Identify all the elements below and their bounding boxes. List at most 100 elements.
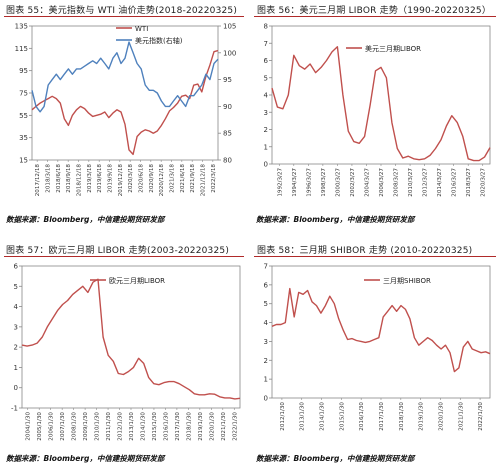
- y-tick-label: 4: [264, 319, 269, 327]
- x-tick-label: 2018/3/18: [46, 164, 52, 193]
- x-tick-label: 2020/1/30: [209, 412, 215, 441]
- x-tick-label: 2016/1/30: [359, 402, 365, 431]
- source-note: 数据来源：Bloomberg，中信建投期货研发部: [6, 454, 165, 463]
- y-tick-label: 115: [15, 45, 28, 53]
- x-tick-label: 2020/9/18: [149, 164, 155, 193]
- plot-frame: [31, 25, 219, 161]
- series-line-1: [31, 41, 219, 113]
- legend-label: 三月期SHIBOR: [383, 277, 431, 285]
- series-line-0: [21, 278, 241, 400]
- x-tick-label: 2004/3/27: [364, 168, 370, 197]
- y2-tick-label: 105: [223, 23, 236, 31]
- x-tick-label: 2021/1/30: [221, 412, 227, 441]
- y-tick-label: 55: [19, 112, 28, 120]
- title-rule: [254, 256, 496, 257]
- x-tick-label: 1992/3/27: [277, 168, 283, 197]
- y-tick-label: 3: [264, 109, 268, 117]
- y-tick-label: 2: [264, 126, 268, 134]
- source-note: 数据来源：Bloomberg，中信建投期货研发部: [256, 215, 415, 224]
- x-tick-label: 2002/3/27: [350, 168, 356, 197]
- x-tick-label: 2012/1/30: [118, 412, 124, 441]
- x-tick-label: 2014/1/30: [140, 412, 146, 441]
- legend-label: 美元三月期LIBOR: [365, 44, 421, 53]
- y2-tick-label: 95: [223, 76, 232, 84]
- x-tick-label: 2016/1/30: [163, 412, 169, 441]
- x-tick-label: 2007/1/30: [60, 412, 66, 441]
- x-tick-label: 2010/3/27: [408, 168, 414, 197]
- x-tick-label: 2021/3/18: [170, 164, 176, 193]
- x-tick-label: 2019/1/30: [419, 402, 425, 431]
- y2-tick-label: 100: [223, 49, 236, 57]
- x-tick-label: 2018/1/30: [186, 412, 192, 441]
- x-tick-label: 2018/3/27: [466, 168, 472, 197]
- x-tick-label: 2005/1/30: [37, 412, 43, 441]
- x-tick-label: 2017/12/18: [35, 164, 41, 197]
- y-tick-label: 6: [14, 263, 19, 271]
- y-tick-label: 4: [14, 303, 19, 311]
- plot-frame: [271, 265, 491, 399]
- x-tick-label: 2017/1/30: [379, 402, 385, 431]
- x-tick-label: 2014/3/27: [437, 168, 443, 197]
- chart-shibor: 0 1 2 3 4 5 6 7 2012/1/30 2013/1/30 2014/1/30 2015/…: [264, 263, 491, 431]
- y-tick-label: 0: [14, 384, 18, 392]
- y-tick-label: 35: [19, 134, 28, 142]
- y-tick-label: 2: [264, 357, 268, 365]
- x-tick-label: 1996/3/27: [306, 168, 312, 197]
- x-tick-label: 2022/1/30: [232, 412, 238, 441]
- x-tick-label: 2019/1/30: [198, 412, 204, 441]
- x-tick-label: 2019/6/18: [97, 164, 103, 193]
- series-line-0: [271, 46, 491, 162]
- y-tick-label: 5: [14, 283, 18, 291]
- legend-label: 欧元三月期LIBOR: [109, 276, 165, 285]
- y-tick-label: 6: [264, 57, 269, 65]
- x-tick-label: 2020/3/27: [481, 168, 487, 197]
- x-tick-label: 2015/1/30: [339, 402, 345, 431]
- series-line-0: [271, 287, 491, 373]
- series-line-0: [31, 49, 219, 156]
- y-tick-label: 8: [264, 23, 268, 31]
- x-tick-label: 2017/1/30: [175, 412, 181, 441]
- figure-title: 图表 58：三月期 SHIBOR 走势 (2010-20220325): [257, 246, 473, 256]
- y-tick-label: 5: [264, 300, 268, 308]
- legend-label: WTI: [135, 25, 148, 33]
- x-tick-label: 2018/9/18: [66, 164, 72, 193]
- y-tick-label: 6: [264, 281, 269, 289]
- x-tick-label: 2020/1/30: [438, 402, 444, 431]
- chart-dollar-index-wti: 15 35 55 75 95 115 135 80 85 90 95 100 105 2017/12/18…: [15, 23, 237, 197]
- x-tick-label: 2008/1/30: [72, 412, 78, 441]
- y-tick-label: 5: [264, 74, 268, 82]
- y-tick-label: 7: [264, 263, 268, 271]
- legend-label: 美元指数(右轴): [135, 36, 183, 45]
- x-tick-label: 2016/3/27: [452, 168, 458, 197]
- title-rule: [4, 16, 244, 17]
- x-tick-label: 2020/6/18: [139, 164, 145, 193]
- x-tick-label: 2022/3/18: [211, 164, 217, 193]
- y-tick-label: 2: [14, 344, 18, 352]
- x-tick-label: 2018/12/18: [77, 164, 83, 197]
- y-tick-label: -1: [11, 405, 18, 413]
- figure-title: 图表 55：美元指数与 WTI 油价走势(2018-20220325): [6, 6, 238, 16]
- source-note: 数据来源：Bloomberg，中信建投期货研发部: [6, 215, 165, 224]
- y-tick-label: 135: [15, 23, 28, 31]
- y2-tick-label: 85: [223, 130, 232, 138]
- source-note: 数据来源：Bloomberg，中信建投期货研发部: [256, 454, 415, 463]
- x-tick-label: 2019/3/18: [87, 164, 93, 193]
- y-tick-label: 1: [264, 376, 268, 384]
- y-tick-label: 95: [19, 67, 28, 75]
- x-tick-label: 2020/12/18: [159, 164, 165, 197]
- x-tick-label: 1998/3/27: [321, 168, 327, 197]
- x-tick-label: 2014/1/30: [320, 402, 326, 431]
- y-tick-label: 0: [264, 161, 268, 169]
- x-tick-label: 2019/12/18: [118, 164, 124, 197]
- x-tick-label: 2021/6/18: [180, 164, 186, 193]
- x-tick-label: 2000/3/27: [335, 168, 341, 197]
- x-tick-label: 2020/3/18: [128, 164, 134, 193]
- x-tick-label: 2013/1/30: [300, 402, 306, 431]
- y-tick-label: 4: [264, 92, 269, 100]
- y-tick-label: 3: [14, 323, 18, 331]
- figure-title: 图表 57：欧元三月期 LIBOR 走势(2003-20220325): [6, 246, 230, 256]
- x-tick-label: 2022/1/30: [478, 402, 484, 431]
- y2-tick-label: 90: [223, 103, 232, 111]
- x-tick-label: 2019/9/18: [108, 164, 114, 193]
- figure-title: 图表 56：美元三月期 LIBOR 走势（1990-20220325）: [257, 6, 492, 16]
